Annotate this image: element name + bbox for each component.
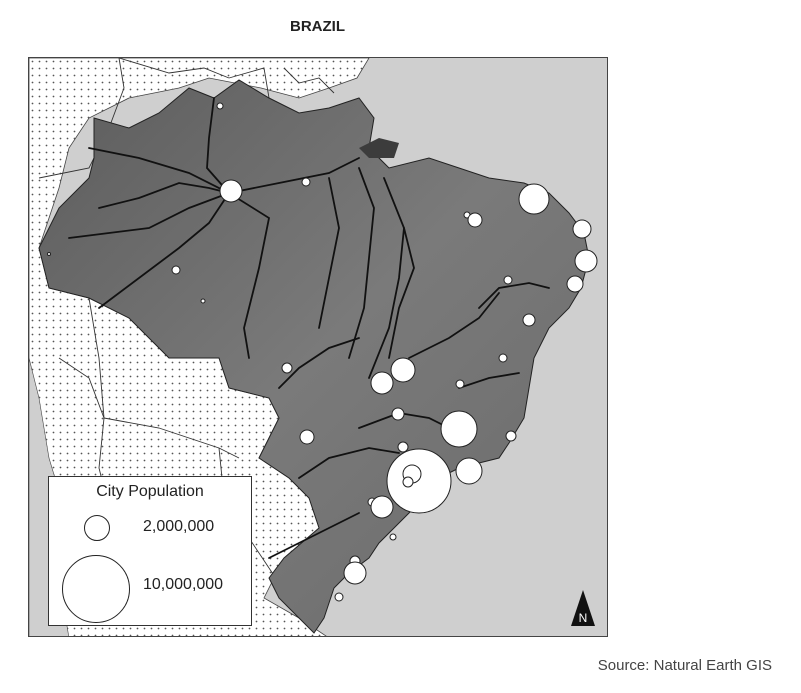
north-arrow-icon: N (571, 590, 595, 626)
rivers (68, 97, 550, 559)
marajo-island (359, 138, 399, 158)
legend-title: City Population (96, 483, 204, 500)
map-title: BRAZIL (290, 18, 345, 35)
source-credit: Source: Natural Earth GIS (597, 657, 772, 674)
north-arrow: N (569, 588, 597, 628)
legend: City Population 2,000,000 10,000,000 (48, 476, 252, 626)
city-markers (47, 102, 598, 602)
north-label: N (579, 611, 588, 625)
legend-label-large: 10,000,000 (143, 576, 224, 593)
legend-circle-small (84, 515, 110, 541)
legend-label-small: 2,000,000 (143, 518, 215, 535)
legend-circle-large (62, 555, 130, 623)
